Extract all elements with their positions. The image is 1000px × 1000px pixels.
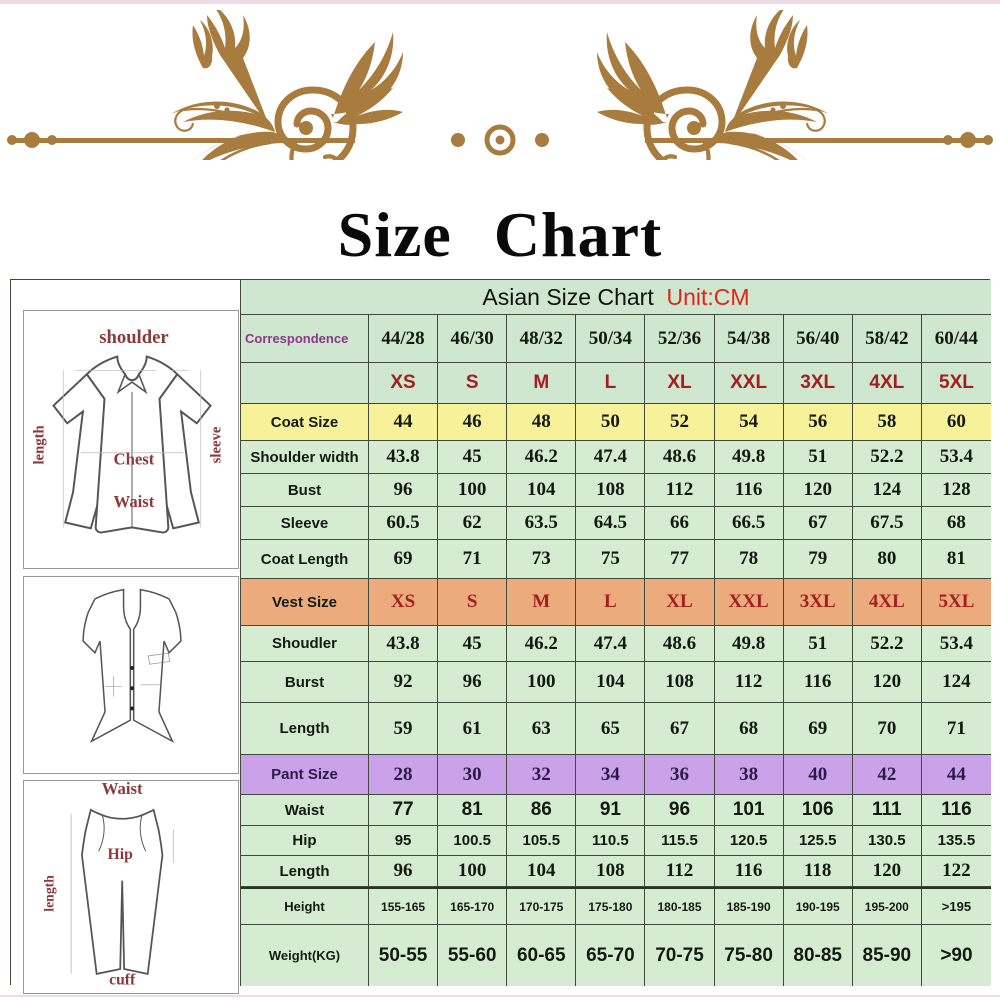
svg-text:Waist: Waist (102, 781, 143, 798)
svg-text:cuff: cuff (109, 972, 136, 989)
svg-text:length: length (41, 875, 56, 912)
svg-text:Waist: Waist (114, 492, 155, 511)
svg-text:shoulder: shoulder (99, 327, 168, 348)
svg-text:Hip: Hip (108, 846, 134, 863)
svg-text:length: length (32, 425, 48, 464)
svg-text:sleeve: sleeve (208, 426, 224, 463)
svg-text:Chest: Chest (114, 450, 155, 469)
